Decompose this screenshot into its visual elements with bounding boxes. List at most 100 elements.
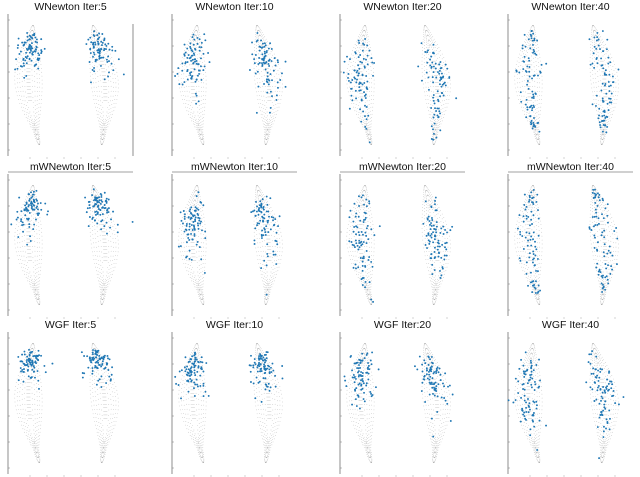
contour-dot	[32, 197, 34, 199]
contour-dot	[101, 285, 103, 286]
contour-dot	[537, 124, 539, 125]
contour-dot	[371, 143, 373, 145]
contour-dot	[538, 129, 540, 130]
contour-dot	[202, 270, 203, 272]
contour-dot	[24, 273, 25, 275]
contour-dot	[90, 204, 92, 205]
contour-dot	[600, 134, 601, 135]
contour-dot	[282, 83, 283, 85]
contour-dot	[23, 264, 25, 265]
contour-dot	[194, 199, 196, 201]
particle-point	[531, 39, 534, 42]
contour-dot	[355, 62, 356, 63]
particle-point	[110, 218, 113, 221]
contour-dot	[368, 77, 370, 79]
contour-dot	[104, 210, 105, 211]
contour-dot	[30, 34, 32, 36]
contour-dot	[14, 231, 16, 233]
contour-dot	[531, 129, 533, 130]
contour-dot	[526, 112, 528, 113]
particle-point	[257, 85, 260, 88]
contour-dot	[430, 42, 432, 44]
contour-dot	[425, 86, 427, 88]
contour-dot	[187, 95, 189, 97]
contour-dot	[529, 30, 530, 32]
contour-dot	[357, 38, 358, 40]
contour-dot	[36, 275, 38, 277]
contour-dot	[602, 138, 604, 139]
contour-dot	[33, 25, 35, 27]
contour-dot	[257, 50, 259, 51]
particle-point	[28, 211, 31, 214]
contour-dot	[592, 91, 593, 93]
contour-dot	[193, 279, 195, 280]
contour-dot	[196, 123, 197, 124]
contour-dot	[200, 287, 202, 289]
contour-dot	[36, 298, 38, 300]
contour-dot	[530, 46, 532, 48]
contour-dot	[100, 39, 102, 41]
particle-point	[38, 57, 41, 60]
particle-point	[84, 196, 87, 199]
particle-point	[261, 65, 264, 67]
particle-point	[592, 52, 595, 55]
contour-dot	[36, 134, 37, 136]
contour-dot	[520, 54, 522, 56]
particle-point	[195, 60, 198, 62]
particle-point	[28, 223, 31, 226]
contour-dot	[424, 37, 426, 39]
contour-dot	[34, 95, 36, 97]
contour-dot	[450, 87, 451, 89]
particle-point	[100, 47, 102, 50]
particle-point	[612, 81, 615, 83]
contour-dot	[197, 131, 198, 133]
contour-dot	[370, 138, 371, 139]
contour-dot	[34, 188, 35, 190]
contour-dot	[189, 198, 190, 200]
contour-dot	[194, 31, 196, 32]
contour-dot	[604, 123, 605, 125]
contour-dot	[199, 117, 200, 118]
contour-dot	[368, 127, 370, 129]
contour-dot	[363, 125, 365, 126]
contour-dot	[370, 107, 372, 108]
particle-point	[28, 199, 31, 202]
contour-dot	[265, 135, 266, 137]
x-tick	[278, 157, 280, 159]
contour-dot	[274, 85, 276, 87]
particle-point	[40, 208, 43, 211]
contour-dot	[427, 28, 429, 30]
contour-dot	[102, 55, 104, 57]
particle-point	[192, 52, 195, 55]
particle-point	[85, 211, 88, 214]
contour-dot	[198, 190, 200, 192]
contour-dot	[92, 25, 93, 27]
particle-point	[17, 37, 20, 40]
particle-point	[196, 74, 199, 77]
contour-dot	[269, 291, 271, 293]
contour-dot	[609, 105, 611, 106]
contour-dot	[266, 143, 268, 144]
contour-dot	[182, 90, 183, 92]
contour-dot	[600, 139, 601, 141]
contour-dot	[617, 79, 619, 81]
contour-dot	[519, 73, 521, 75]
contour-dot	[107, 262, 109, 264]
contour-dot	[195, 190, 197, 191]
contour-dot	[528, 32, 530, 33]
contour-dot	[199, 205, 201, 206]
contour-dot	[201, 207, 203, 208]
contour-dot	[103, 296, 105, 298]
contour-dot	[423, 58, 425, 60]
x-tick	[261, 317, 263, 319]
contour-dot	[204, 103, 206, 104]
contour-dot	[184, 99, 185, 100]
contour-dot	[423, 28, 425, 30]
contour-dot	[351, 103, 353, 104]
contour-dot	[424, 35, 426, 37]
contour-dot	[539, 120, 540, 122]
contour-dot	[184, 251, 186, 253]
particle-point	[276, 81, 279, 84]
contour-dot	[356, 110, 358, 112]
contour-dot	[272, 283, 274, 285]
